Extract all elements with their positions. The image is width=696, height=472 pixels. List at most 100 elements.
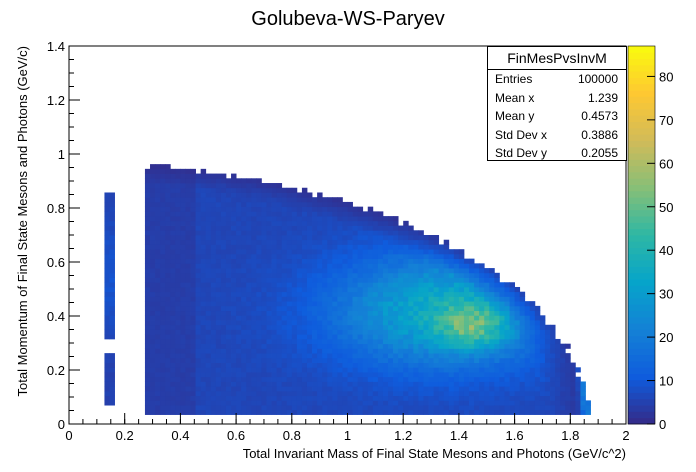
heatmap-cell [306,324,313,330]
heatmap-cell [306,192,313,198]
heatmap-cell [332,263,338,269]
heatmap-cell [448,301,455,307]
heatmap-cell [453,353,460,359]
heatmap-cell [180,206,186,212]
heatmap-cell [453,386,460,392]
heatmap-cell [352,372,359,378]
heatmap-cell [266,362,272,368]
heatmap-cell [165,277,171,283]
heatmap-cell [393,409,399,415]
heatmap-cell [190,405,196,411]
heatmap-cell [144,197,151,203]
heatmap-cell [225,178,232,184]
heatmap-cell [220,372,227,378]
heatmap-cell [408,239,414,245]
heatmap-cell [175,409,181,415]
heatmap-cell [301,277,308,283]
heatmap-cell [170,168,176,174]
heatmap-cell [215,343,222,349]
heatmap-cell [215,197,222,203]
heatmap-cell [418,386,424,392]
heatmap-cell [544,395,551,401]
heatmap-cell [489,348,495,354]
heatmap-cell [251,367,257,373]
heatmap-cell [372,258,379,264]
heatmap-cell [408,225,414,231]
heatmap-cell [109,225,115,231]
heatmap-cell [312,357,318,363]
heatmap-cell [215,315,222,321]
heatmap-cell [261,286,267,293]
heatmap-cell [347,348,353,354]
heatmap-cell [312,282,318,288]
heatmap-cell [286,206,293,212]
heatmap-cell [403,338,409,345]
heatmap-cell [448,409,455,415]
heatmap-cell [453,348,460,354]
heatmap-cell [205,405,212,411]
heatmap-cell [393,263,399,269]
heatmap-cell [337,338,343,345]
heatmap-cell [352,329,359,335]
heatmap-cell [438,334,445,340]
heatmap-cell [352,263,359,269]
heatmap-cell [534,395,541,401]
heatmap-cell [185,225,191,231]
heatmap-cell [236,305,242,312]
heatmap-cell [104,225,110,231]
heatmap-cell [367,268,374,274]
heatmap-cell [312,367,318,373]
heatmap-cell [165,216,171,222]
heatmap-cell [529,386,536,392]
heatmap-cell [362,235,369,241]
heatmap-cell [236,386,242,392]
heatmap-cell [251,386,257,392]
heatmap-cell [150,220,156,226]
heatmap-cell [408,353,414,359]
heatmap-cell [195,211,202,217]
heatmap-cell [155,201,161,208]
heatmap-cell [150,268,156,274]
heatmap-cell [231,291,237,297]
heatmap-cell [367,258,374,264]
heatmap-cell [231,386,237,392]
heatmap-cell [291,305,298,312]
heatmap-cell [261,235,267,241]
heatmap-cell [524,376,531,382]
heatmap-cell [276,334,283,340]
heatmap-cell [489,334,495,340]
heatmap-cell [236,390,242,397]
heatmap-cell [357,338,364,345]
heatmap-cell [225,230,232,236]
heatmap-cell [408,282,414,288]
heatmap-cell [388,310,394,316]
heatmap-cell [529,348,536,354]
heatmap-cell [231,301,237,307]
heatmap-cell [190,258,196,264]
heatmap-cell [458,301,465,307]
heatmap-cell [109,258,115,264]
heatmap-cell [544,362,551,368]
heatmap-cell [529,320,536,326]
heatmap-cell [453,338,460,345]
stats-row-mean-x: Mean x 1.239 [488,89,626,108]
heatmap-cell [550,357,556,363]
heatmap-cell [347,343,353,349]
heatmap-cell [362,211,369,217]
heatmap-cell [362,258,369,264]
heatmap-cell [271,381,278,387]
heatmap-cell [286,296,293,302]
heatmap-cell [494,390,500,397]
heatmap-cell [418,381,424,387]
heatmap-cell [327,343,333,349]
heatmap-cell [322,225,328,231]
heatmap-cell [276,197,283,203]
heatmap-cell [469,324,475,330]
heatmap-cell [327,305,333,312]
heatmap-cell [428,301,434,307]
heatmap-cell [519,357,526,363]
heatmap-cell [276,244,283,250]
heatmap-cell [514,324,521,330]
heatmap-cell [301,272,308,278]
heatmap-cell [458,277,465,283]
